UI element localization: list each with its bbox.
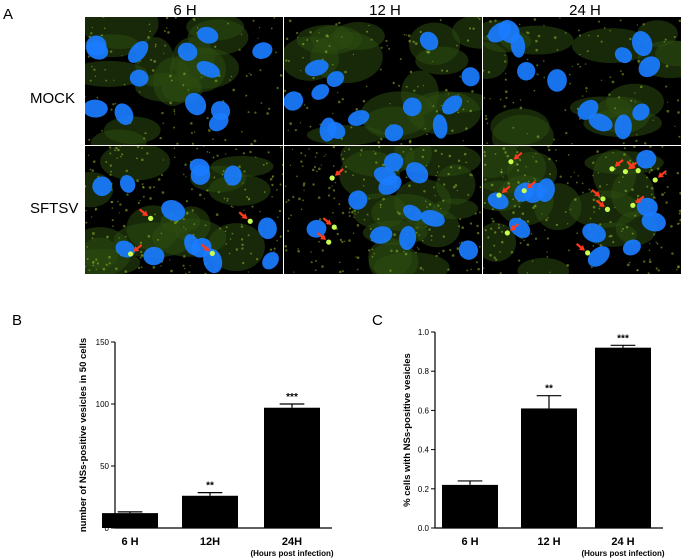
red-arrow-icon <box>575 243 585 251</box>
red-arrow-icon <box>133 244 143 252</box>
micrograph-sftsv-12h <box>284 146 482 274</box>
vesicle-dot <box>329 175 335 181</box>
micrograph-sftsv-24h <box>483 146 681 274</box>
x-axis-note: (Hours post infection) <box>581 549 664 558</box>
vesicle-dot <box>600 196 606 202</box>
y-tick-label: 100 <box>96 400 110 409</box>
significance-label: *** <box>286 392 298 403</box>
bar <box>264 407 320 528</box>
y-axis-label: number of NSs-positive vesicles in 50 ce… <box>78 338 89 532</box>
vesicle-dot <box>630 202 636 208</box>
vesicle-dot <box>521 188 527 194</box>
significance-label: ** <box>206 481 214 492</box>
panel-c-letter: C <box>372 312 383 329</box>
bar <box>442 484 498 528</box>
significance-label: ** <box>545 384 553 395</box>
red-arrow-icon <box>238 211 248 219</box>
category-label: 12H <box>200 536 220 548</box>
vesicle-dot <box>496 192 502 198</box>
y-axis-label: % cells with NSs-positive vesicles <box>402 353 413 507</box>
y-tick-label: 150 <box>96 338 110 347</box>
vesicle-dot <box>331 224 337 230</box>
category-label: 12 H <box>537 536 560 548</box>
bar <box>182 495 238 528</box>
vesicle-dot <box>504 230 510 236</box>
vesicle-dot <box>148 215 154 221</box>
y-tick-label: 0.4 <box>418 446 430 455</box>
y-tick-label: 0.0 <box>418 524 430 533</box>
row-label-sftsv: SFTSV <box>30 200 79 217</box>
vesicle-dot <box>247 218 253 224</box>
red-arrow-icon <box>322 217 332 225</box>
error-bar <box>117 511 143 514</box>
red-arrow-icon <box>138 208 148 217</box>
vesicle-dot <box>622 168 629 175</box>
red-arrow-icon <box>317 232 326 240</box>
chart-b: 0 50 100 150 number of NSs-positive vesicles… <box>78 338 334 558</box>
y-tick-label: 50 <box>100 462 109 471</box>
panel-b-letter: B <box>12 312 23 329</box>
vesicle-dot <box>652 177 658 183</box>
red-arrow-icon <box>200 243 210 252</box>
error-bar <box>279 403 305 408</box>
red-arrow-icon <box>614 159 624 167</box>
bar <box>102 513 158 528</box>
vesicle-dot <box>209 250 215 256</box>
red-arrow-icon <box>501 185 511 193</box>
bar <box>521 408 577 528</box>
bar <box>595 347 651 528</box>
vesicle-dot <box>128 251 134 257</box>
red-arrow-icon <box>626 160 636 169</box>
y-tick-label: 0.2 <box>418 485 430 494</box>
red-arrow-icon <box>510 223 520 231</box>
category-label: 24 H <box>611 536 634 548</box>
column-label-6h: 6 H <box>173 2 197 19</box>
x-axis-note: (Hours post infection) <box>250 549 333 558</box>
micrograph-mock-6h <box>85 17 283 145</box>
error-bar <box>457 480 483 485</box>
panel-a-letter: A <box>3 6 14 23</box>
vesicle-dot <box>585 250 591 256</box>
y-tick-label: 1.0 <box>418 328 430 337</box>
error-bar <box>197 492 223 496</box>
vesicle-dot <box>326 239 332 245</box>
category-label: 6 H <box>121 536 138 548</box>
micrograph-mock-24h <box>483 17 681 145</box>
error-bar <box>610 344 636 348</box>
category-label: 6 H <box>461 536 478 548</box>
significance-label: *** <box>617 333 629 344</box>
column-label-24h: 24 H <box>569 2 601 19</box>
vesicle-dot <box>635 168 641 174</box>
micrograph-mock-12h <box>284 17 482 145</box>
red-arrow-icon <box>334 168 344 176</box>
red-arrow-icon <box>657 170 667 178</box>
red-arrow-icon <box>591 188 601 197</box>
red-arrow-icon <box>595 199 605 208</box>
red-arrow-icon <box>513 151 523 160</box>
y-tick-label: 0 <box>105 524 110 533</box>
error-bar <box>536 395 562 409</box>
vesicle-dot <box>609 166 615 172</box>
row-label-mock: MOCK <box>30 90 75 107</box>
red-arrow-icon <box>526 180 536 189</box>
column-label-12h: 12 H <box>369 2 401 19</box>
chart-c: 0.0 0.2 0.4 0.6 0.8 1.0 % cells with NSs-posit… <box>402 328 665 558</box>
vesicle-dot <box>604 206 611 212</box>
category-label: 24H <box>282 536 302 548</box>
micrograph-sftsv-6h <box>85 146 283 274</box>
y-tick-label: 0.6 <box>418 406 430 415</box>
vesicle-dot <box>508 159 514 165</box>
y-tick-label: 0.8 <box>418 367 430 376</box>
red-arrow-icon <box>635 195 645 204</box>
